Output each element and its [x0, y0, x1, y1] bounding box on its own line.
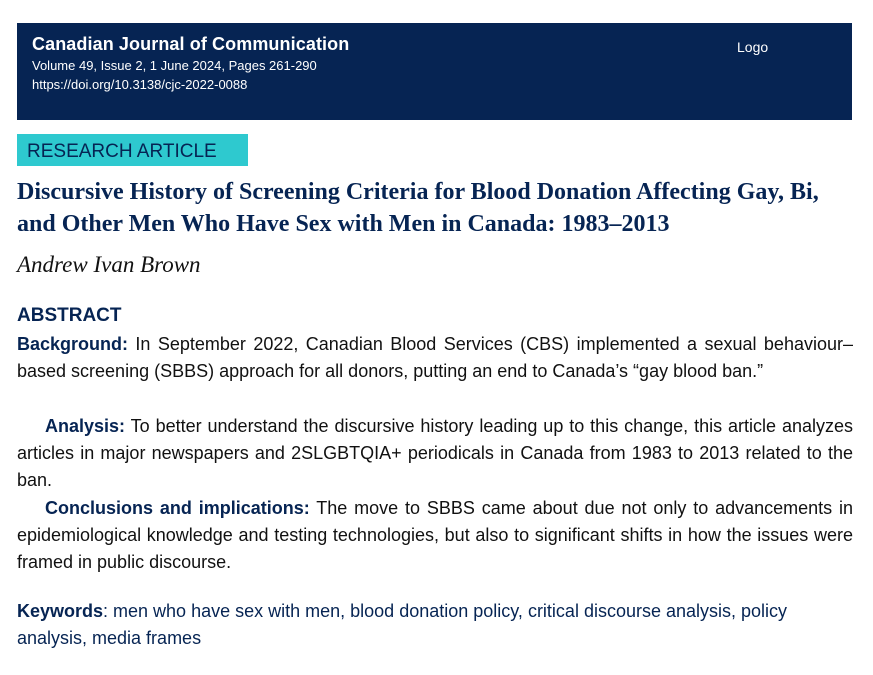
author-name: Andrew Ivan Brown [17, 252, 201, 277]
volume-info: Volume 49, Issue 2, 1 June 2024, Pages 2… [32, 58, 317, 73]
journal-logo: Logo [737, 39, 769, 55]
keywords: Keywords: men who have sex with men, blo… [17, 598, 853, 652]
keywords-label: Keywords [17, 601, 104, 621]
background-label: Background: [17, 334, 129, 354]
abstract-heading: ABSTRACT [17, 305, 122, 326]
article-type-badge: RESEARCH ARTICLE [17, 134, 248, 166]
analysis-text: To better understand the discursive hist… [17, 416, 853, 490]
doi-link[interactable]: https://doi.org/10.3138/cjc-2022-0088 [32, 77, 248, 92]
abstract-analysis: Analysis: To better understand the discu… [17, 413, 853, 494]
abstract-conclusions: Conclusions and implications: The move t… [17, 495, 853, 576]
article-title: Discursive History of Screening Criteria… [17, 179, 819, 237]
background-text: In September 2022, Canadian Blood Servic… [17, 334, 853, 381]
keywords-text: : men who have sex with men, blood donat… [17, 601, 788, 648]
journal-header: Canadian Journal of Communication Volume… [17, 23, 852, 120]
conclusions-text: The move to SBBS came about due not only… [17, 498, 854, 572]
analysis-label: Analysis: [45, 416, 126, 436]
journal-name: Canadian Journal of Communication [32, 34, 350, 54]
abstract-background: Background: In September 2022, Canadian … [17, 331, 853, 385]
conclusions-label: Conclusions and implications: [45, 498, 310, 518]
